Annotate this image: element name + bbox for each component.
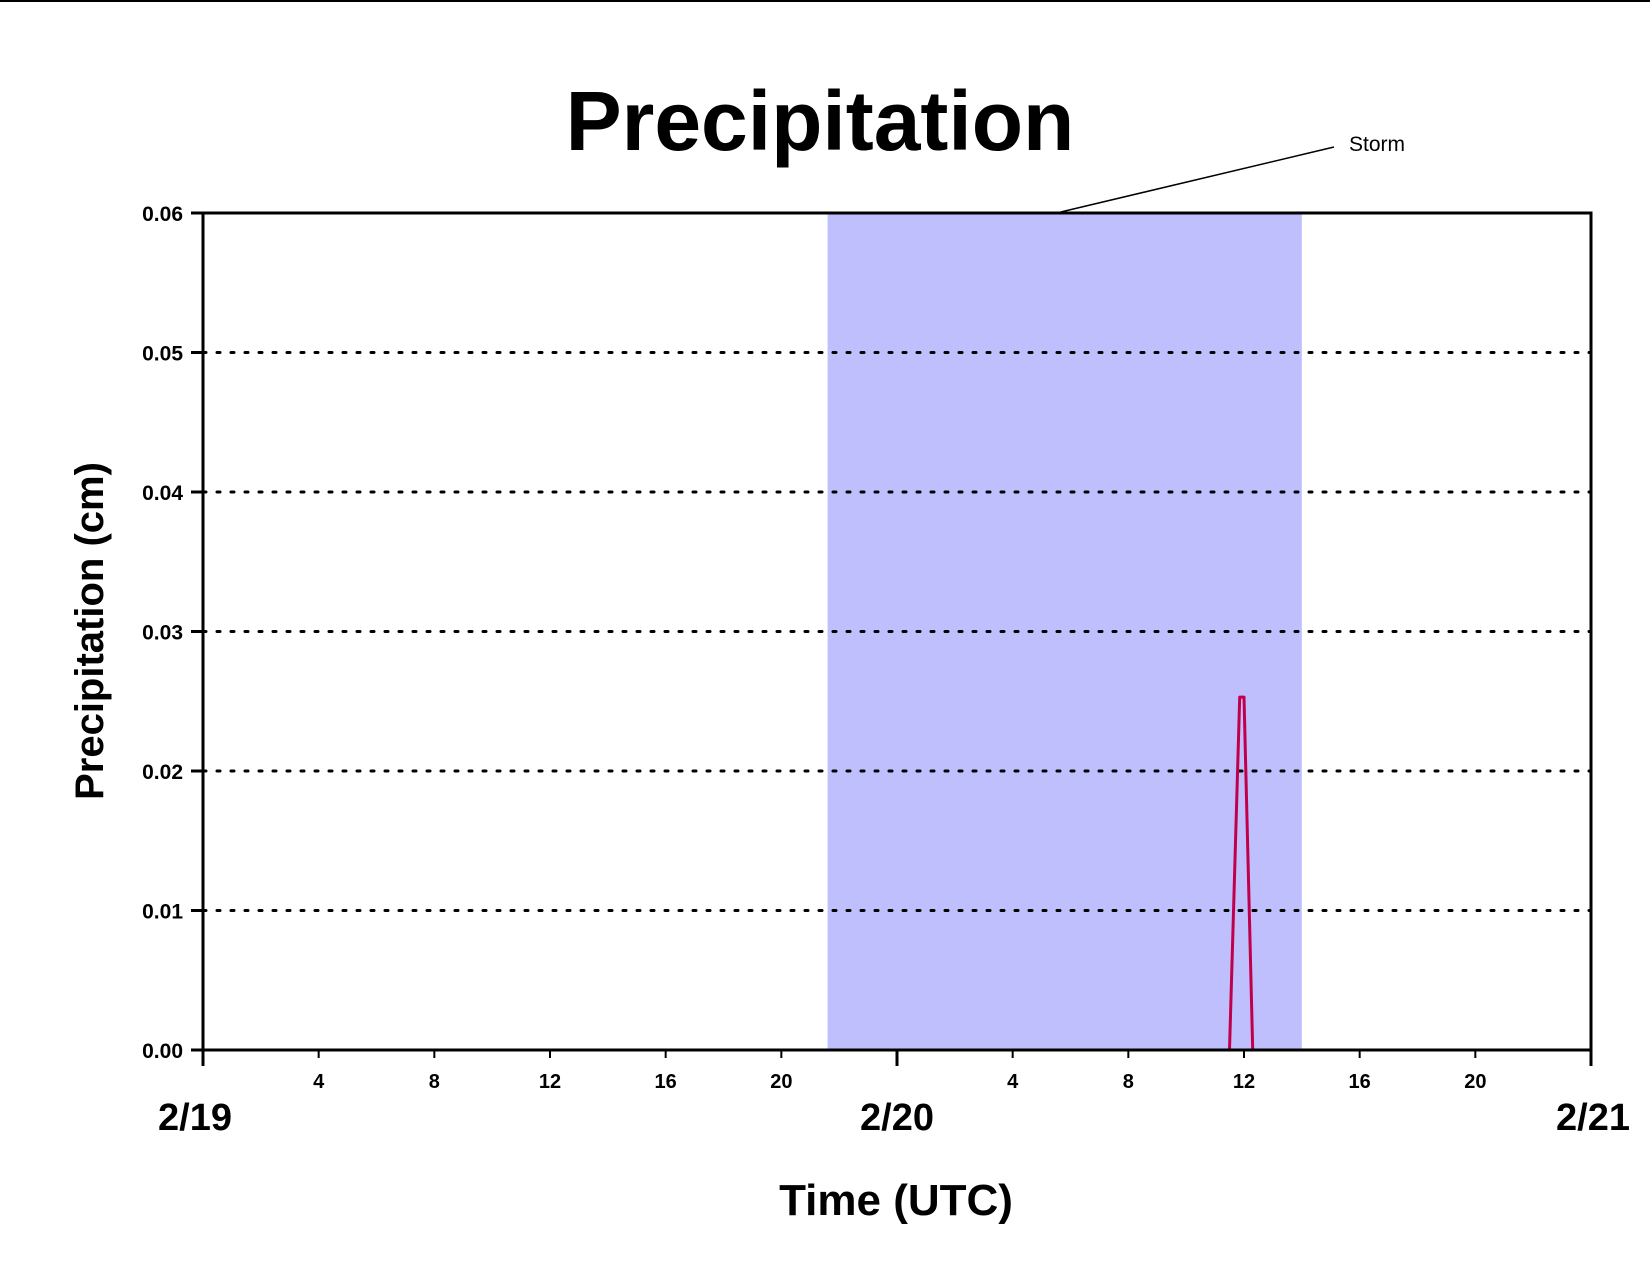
x-hour-tick-label: 16 xyxy=(655,1071,677,1093)
x-day-tick-label: 2/20 xyxy=(860,1097,934,1139)
x-hour-tick-label: 12 xyxy=(1233,1071,1255,1093)
top-border-rule xyxy=(0,0,1650,2)
x-axis-ticks: 4 8 12 16 20 4 8 12 16 20 2/19 2/20 2/21 xyxy=(158,1050,1630,1139)
storm-shaded-region-layer xyxy=(827,213,1302,1050)
y-tick-label: 0.06 xyxy=(142,203,183,226)
x-hour-tick-label: 20 xyxy=(770,1071,792,1093)
y-tick-label: 0.04 xyxy=(142,482,183,505)
x-hour-tick-label: 8 xyxy=(1123,1071,1134,1093)
y-axis-label: Precipitation (cm) xyxy=(68,462,112,800)
y-tick-label: 0.05 xyxy=(142,343,183,366)
y-tick-label: 0.00 xyxy=(142,1040,183,1063)
y-tick-label: 0.01 xyxy=(142,901,183,924)
x-hour-tick-label: 20 xyxy=(1464,1071,1486,1093)
x-hour-tick-label: 12 xyxy=(539,1071,561,1093)
storm-annotation-label: Storm xyxy=(1349,133,1405,156)
chart-title: Precipitation xyxy=(566,74,1075,168)
annotation-layer: Storm xyxy=(1060,133,1405,213)
x-hour-tick-label: 8 xyxy=(429,1071,440,1093)
storm-shaded-region xyxy=(827,213,1302,1050)
y-tick-label: 0.03 xyxy=(142,622,183,645)
x-day-tick-label: 2/19 xyxy=(158,1097,232,1139)
y-axis-ticks: 0.00 0.01 0.02 0.03 0.04 0.05 0.06 xyxy=(142,203,203,1063)
x-axis-label: Time (UTC) xyxy=(779,1176,1013,1225)
x-hour-tick-label: 4 xyxy=(1007,1071,1019,1093)
x-hour-tick-label: 4 xyxy=(313,1071,325,1093)
x-day-tick-label: 2/21 xyxy=(1556,1097,1630,1139)
y-tick-label: 0.02 xyxy=(142,761,183,784)
x-hour-tick-label: 16 xyxy=(1349,1071,1371,1093)
storm-annotation-leader xyxy=(1060,146,1335,213)
